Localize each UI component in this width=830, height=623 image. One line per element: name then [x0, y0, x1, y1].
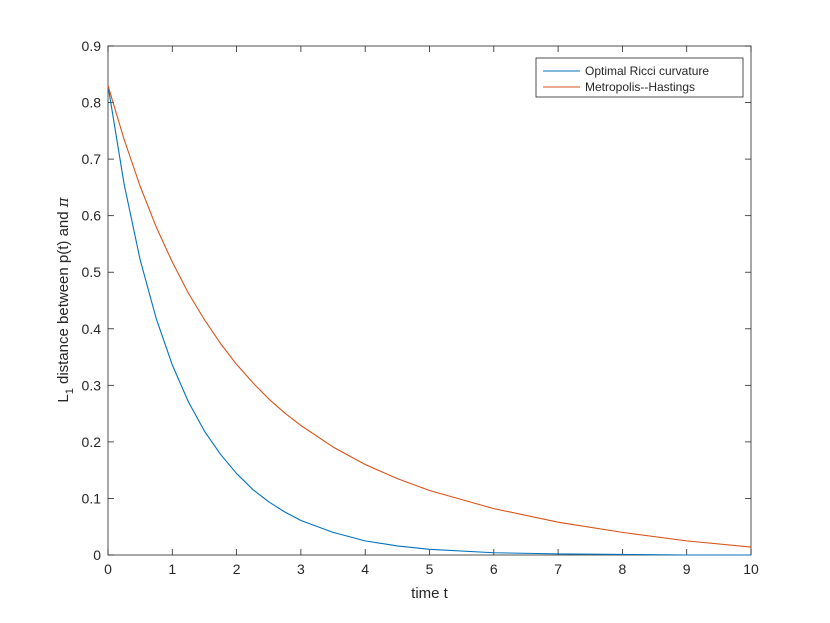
- legend-box: [535, 57, 744, 98]
- y-tick-label: 0.7: [82, 151, 102, 167]
- y-axis-label: L1 distance between p(t) and π: [54, 196, 76, 402]
- x-tick-label: 10: [743, 561, 759, 577]
- series-line-optimal-ricci-curvature: [107, 85, 751, 556]
- y-tick-label: 0.2: [82, 434, 102, 450]
- y-axis-ticks: 0 0.1 0.2 0.3 0.4 0.5 0.6 0.7 0.8 0.9: [82, 38, 751, 563]
- x-tick-label: 0: [104, 561, 112, 577]
- x-tick-label: 2: [233, 561, 241, 577]
- legend-label-metropolis-hastings: Metropolis--Hastings: [585, 80, 695, 94]
- y-tick-label: 0.9: [82, 38, 102, 54]
- y-axis-label-symbol: π: [54, 196, 72, 208]
- y-axis-label-prefix: L: [55, 394, 72, 402]
- x-axis-ticks: 0 1 2 3 4 5 6 7 8 9 10: [104, 46, 759, 577]
- x-tick-label: 6: [490, 561, 498, 577]
- y-tick-label: 0.1: [82, 490, 102, 506]
- y-tick-label: 0.6: [82, 208, 102, 224]
- y-axis-label-suffix: distance between p(t) and: [55, 207, 72, 388]
- x-tick-label: 8: [619, 561, 627, 577]
- y-tick-label: 0.8: [82, 95, 102, 111]
- legend: Optimal Ricci curvature Metropolis--Hast…: [535, 57, 744, 98]
- plot-area: [107, 45, 752, 556]
- y-axis-label-subscript: 1: [64, 388, 76, 394]
- y-tick-label: 0.3: [82, 377, 102, 393]
- x-tick-label: 4: [361, 561, 369, 577]
- x-tick-label: 1: [168, 561, 176, 577]
- y-tick-label: 0.5: [82, 264, 102, 280]
- x-axis-label: time t: [411, 585, 449, 602]
- series-line-metropolis-hastings: [107, 85, 752, 548]
- series-lines: [107, 85, 752, 556]
- x-tick-label: 9: [683, 561, 691, 577]
- x-tick-label: 3: [297, 561, 305, 577]
- x-tick-label: 7: [554, 561, 562, 577]
- x-tick-label: 5: [426, 561, 434, 577]
- y-tick-label: 0: [93, 547, 101, 563]
- legend-label-optimal-ricci: Optimal Ricci curvature: [585, 64, 709, 78]
- y-tick-label: 0.4: [82, 321, 102, 337]
